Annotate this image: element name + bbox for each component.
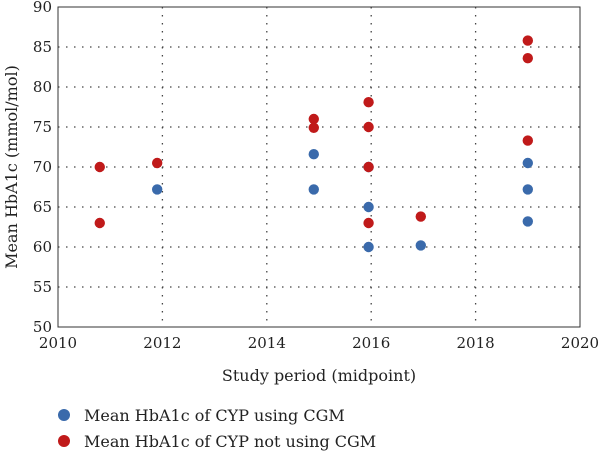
y-tick-label: 70 xyxy=(33,158,52,176)
legend-marker-cgm xyxy=(58,409,70,421)
grid xyxy=(58,7,580,327)
point-cgm xyxy=(363,201,374,213)
x-axis-label: Study period (midpoint) xyxy=(222,366,416,385)
legend-label-cgm: Mean HbA1c of CYP using CGM xyxy=(84,405,345,425)
point-cgm xyxy=(522,184,533,195)
point-cgm xyxy=(522,216,533,227)
point-no-cgm xyxy=(363,217,374,229)
point-no-cgm xyxy=(308,122,319,133)
point-cgm xyxy=(415,240,426,251)
legend-item-cgm: Mean HbA1c of CYP using CGM xyxy=(58,402,376,428)
point-cgm xyxy=(308,184,319,195)
point-no-cgm xyxy=(363,161,374,173)
y-tick-label: 75 xyxy=(33,118,52,136)
y-tick-label: 85 xyxy=(33,38,52,56)
point-no-cgm xyxy=(415,211,426,222)
data-points xyxy=(94,35,533,253)
y-tick-label: 80 xyxy=(33,78,52,96)
axis-ticks: 50 55 60 65 70 75 80 85 90 2010 2012 2014 2016 2018 20… xyxy=(33,0,599,352)
point-cgm xyxy=(308,149,319,160)
legend-label-no-cgm: Mean HbA1c of CYP not using CGM xyxy=(84,431,377,451)
legend: Mean HbA1c of CYP using CGM Mean HbA1c o… xyxy=(58,402,376,454)
plot-frame xyxy=(57,6,581,328)
point-no-cgm xyxy=(308,113,319,125)
point-no-cgm xyxy=(522,35,533,46)
legend-marker-no-cgm xyxy=(58,435,70,447)
point-no-cgm xyxy=(363,97,374,108)
scatter-chart: 50 55 60 65 70 75 80 85 90 2010 2012 2014 2016 2018 20… xyxy=(2,0,599,385)
point-cgm xyxy=(151,184,163,195)
point-cgm xyxy=(363,241,374,253)
x-tick-label: 2010 xyxy=(39,334,77,352)
x-tick-label: 2014 xyxy=(248,334,286,352)
y-tick-label: 50 xyxy=(33,318,52,336)
point-no-cgm xyxy=(363,121,374,133)
point-cgm xyxy=(522,157,533,169)
y-axis-label: Mean HbA1c (mmol/mol) xyxy=(2,65,21,269)
point-no-cgm xyxy=(94,217,105,229)
point-no-cgm xyxy=(94,161,105,173)
y-tick-label: 60 xyxy=(33,238,52,256)
x-tick-label: 2020 xyxy=(561,334,599,352)
point-no-cgm xyxy=(151,157,163,169)
point-no-cgm xyxy=(522,135,533,146)
y-tick-label: 65 xyxy=(33,198,52,216)
x-tick-label: 2012 xyxy=(143,334,181,352)
y-tick-label: 90 xyxy=(33,0,52,16)
y-tick-label: 55 xyxy=(33,278,52,296)
x-tick-label: 2018 xyxy=(457,334,495,352)
x-tick-label: 2016 xyxy=(352,334,390,352)
point-no-cgm xyxy=(522,53,533,64)
legend-item-no-cgm: Mean HbA1c of CYP not using CGM xyxy=(58,428,376,454)
